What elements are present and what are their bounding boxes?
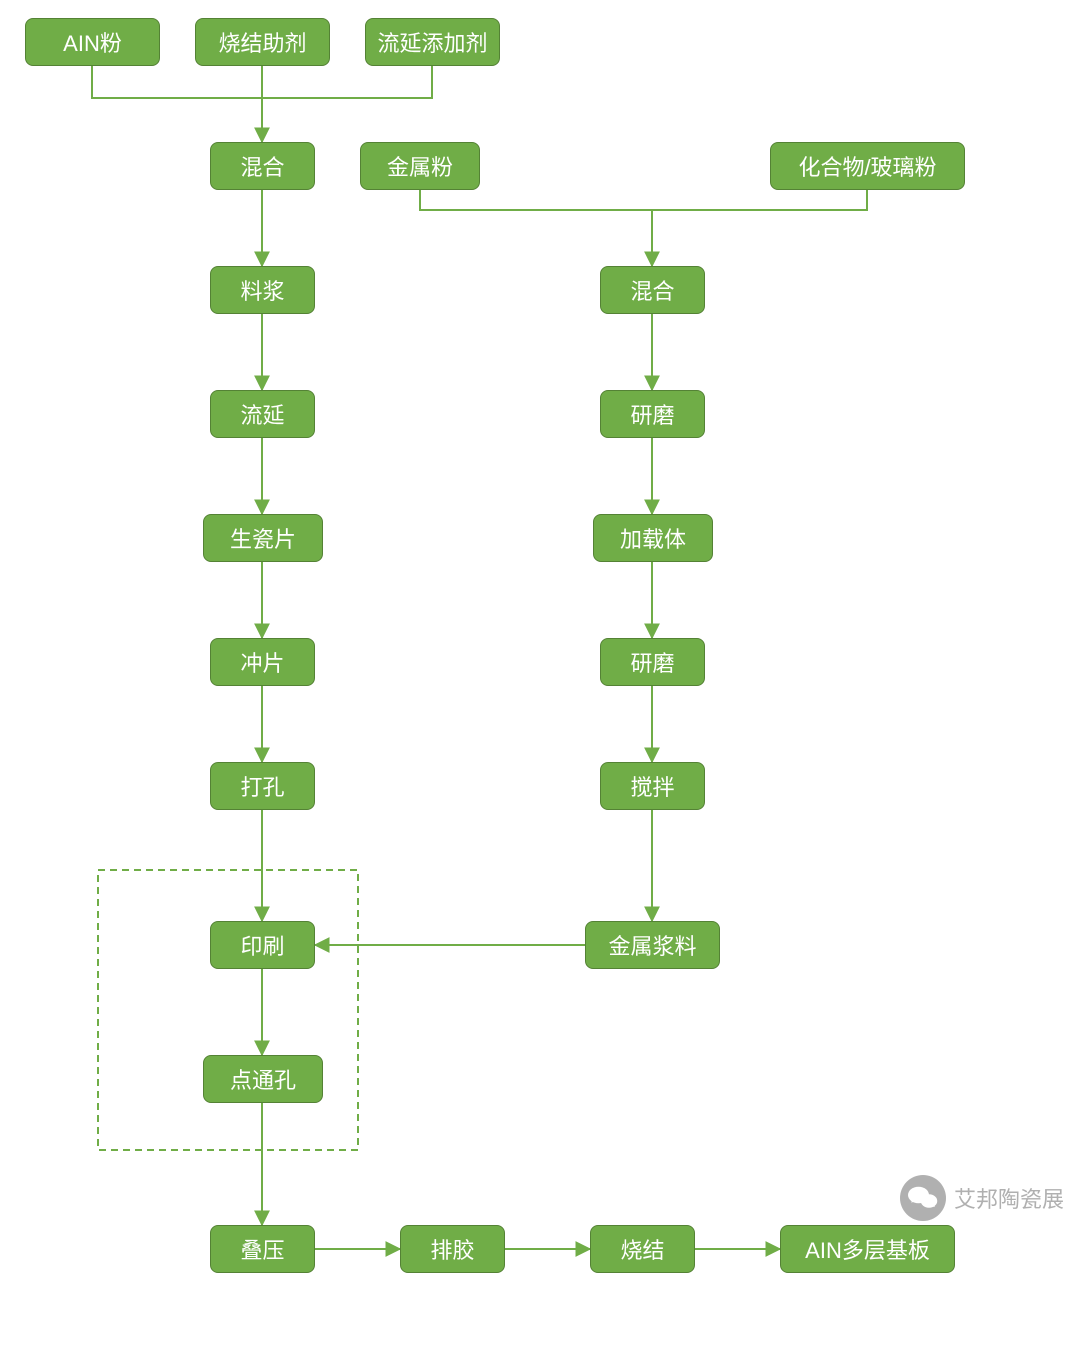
node-label: 化合物/玻璃粉 xyxy=(798,150,936,182)
node-a1: AIN粉 xyxy=(25,18,160,66)
node-e1: 生瓷片 xyxy=(203,514,323,562)
node-label: 烧结 xyxy=(620,1233,664,1265)
node-label: 料浆 xyxy=(240,274,284,306)
node-b2: 金属粉 xyxy=(360,142,480,190)
edge-1 xyxy=(262,66,432,98)
node-label: 叠压 xyxy=(240,1233,284,1265)
node-label: 生瓷片 xyxy=(230,522,296,554)
node-label: 冲片 xyxy=(240,646,284,678)
node-d2: 研磨 xyxy=(600,390,705,438)
node-label: 流延 xyxy=(240,398,284,430)
node-g2: 搅拌 xyxy=(600,762,705,810)
node-label: 金属粉 xyxy=(387,150,453,182)
node-label: AIN多层基板 xyxy=(805,1233,930,1265)
node-j2: 排胶 xyxy=(400,1225,505,1273)
node-label: 搅拌 xyxy=(630,770,674,802)
flowchart-canvas xyxy=(0,0,1080,1363)
edge-11 xyxy=(420,190,867,210)
node-a2: 烧结助剂 xyxy=(195,18,330,66)
node-label: 研磨 xyxy=(630,398,674,430)
node-b1: 混合 xyxy=(210,142,315,190)
node-f1: 冲片 xyxy=(210,638,315,686)
node-b3: 化合物/玻璃粉 xyxy=(770,142,965,190)
watermark: 艾邦陶瓷展 xyxy=(900,1175,1064,1221)
node-label: 混合 xyxy=(240,150,284,182)
node-label: 加载体 xyxy=(620,522,686,554)
node-j3: 烧结 xyxy=(590,1225,695,1273)
node-label: 混合 xyxy=(630,274,674,306)
node-c1: 料浆 xyxy=(210,266,315,314)
node-label: 排胶 xyxy=(430,1233,474,1265)
node-h1: 印刷 xyxy=(210,921,315,969)
node-c2: 混合 xyxy=(600,266,705,314)
node-label: 打孔 xyxy=(240,770,284,802)
node-e2: 加载体 xyxy=(593,514,713,562)
node-label: 点通孔 xyxy=(230,1063,296,1095)
node-h2: 金属浆料 xyxy=(585,921,720,969)
node-a3: 流延添加剂 xyxy=(365,18,500,66)
edge-0 xyxy=(92,66,262,98)
node-d1: 流延 xyxy=(210,390,315,438)
node-j1: 叠压 xyxy=(210,1225,315,1273)
node-label: 金属浆料 xyxy=(608,929,696,961)
dashed-group xyxy=(98,870,358,1150)
node-label: 流延添加剂 xyxy=(377,26,487,58)
node-g1: 打孔 xyxy=(210,762,315,810)
node-label: AIN粉 xyxy=(63,26,122,58)
node-f2: 研磨 xyxy=(600,638,705,686)
node-label: 研磨 xyxy=(630,646,674,678)
dashed-group-box xyxy=(98,870,358,1150)
wechat-icon xyxy=(900,1175,946,1221)
node-j4: AIN多层基板 xyxy=(780,1225,955,1273)
node-i1: 点通孔 xyxy=(203,1055,323,1103)
node-label: 烧结助剂 xyxy=(218,26,306,58)
watermark-label: 艾邦陶瓷展 xyxy=(954,1182,1064,1214)
node-label: 印刷 xyxy=(240,929,284,961)
